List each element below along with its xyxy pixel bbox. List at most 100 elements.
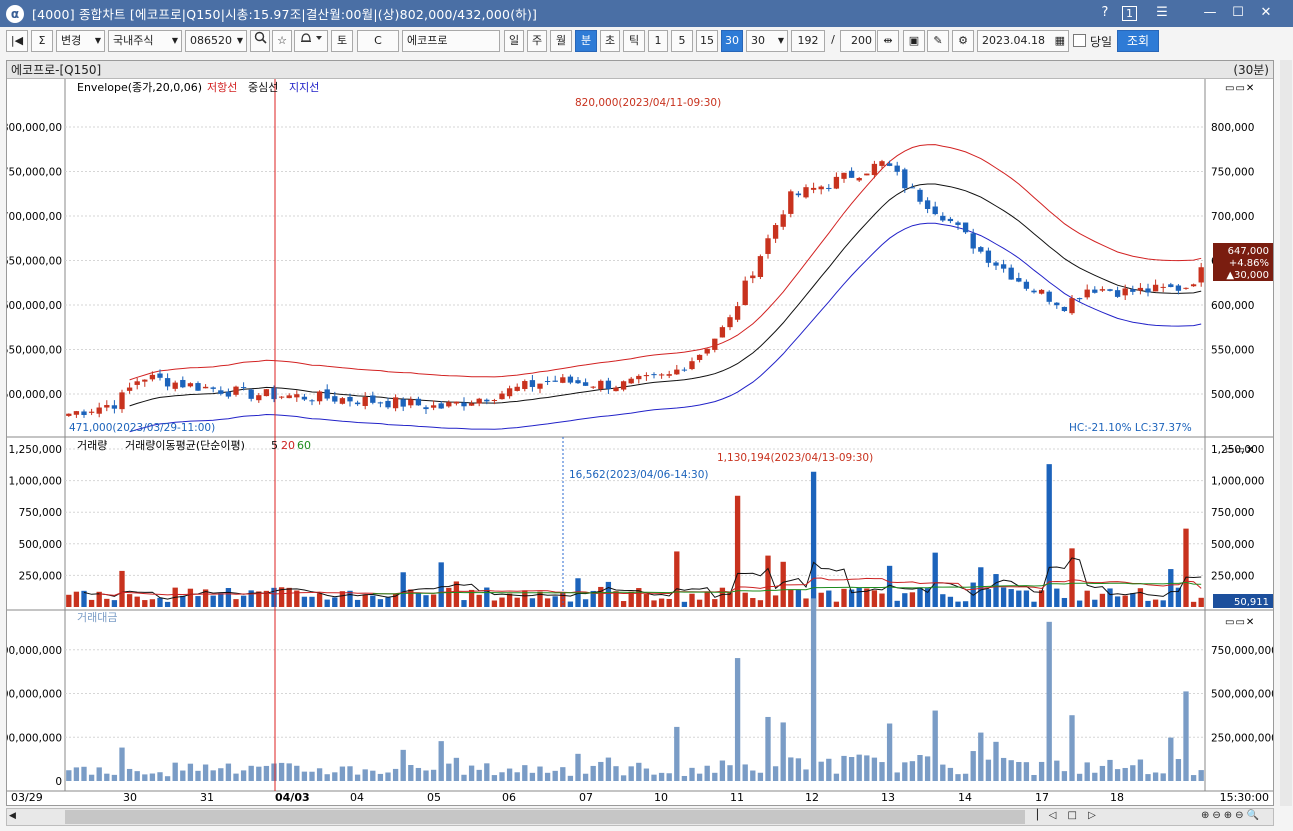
- amount-bar: [750, 770, 756, 781]
- help-button[interactable]: ?: [1101, 5, 1109, 20]
- volume-bar: [1114, 596, 1121, 607]
- candle: [126, 387, 133, 391]
- amount-bar: [886, 723, 893, 781]
- candle: [142, 379, 148, 382]
- zoom-icons[interactable]: ⊕⊖⊕⊖🔍: [1201, 810, 1262, 821]
- candle: [1000, 264, 1007, 269]
- amount-bar: [81, 766, 87, 781]
- volume-bar: [104, 598, 110, 607]
- interval-15[interactable]: 15: [696, 30, 718, 52]
- period-minute[interactable]: 분: [575, 30, 597, 52]
- volume-bar: [537, 591, 543, 607]
- amount-bar: [788, 757, 794, 781]
- scroll-zoom-controls[interactable]: ▏◁ □ ▷: [1037, 810, 1100, 821]
- candle: [613, 387, 619, 392]
- menu-icon[interactable]: ☰: [1156, 5, 1168, 20]
- candle: [263, 389, 270, 397]
- search-icon[interactable]: [250, 30, 270, 52]
- candle: [605, 380, 612, 389]
- amount-tick-right: 750,000,000: [1211, 645, 1273, 657]
- bell-icon[interactable]: [294, 30, 328, 52]
- candle: [962, 222, 969, 233]
- scroll-thumb[interactable]: [65, 810, 1025, 824]
- total-count-input[interactable]: 200: [840, 30, 876, 52]
- save-icon[interactable]: ▣: [903, 30, 925, 52]
- period-month[interactable]: 월: [550, 30, 572, 52]
- amount-bar: [104, 773, 110, 781]
- period-tick[interactable]: 틱: [623, 30, 645, 52]
- amount-bar: [1168, 737, 1174, 781]
- volume-bar: [864, 588, 870, 607]
- same-day-checkbox[interactable]: [1073, 34, 1086, 47]
- volume-bar: [879, 593, 885, 607]
- maximize-button[interactable]: ☐: [1232, 5, 1244, 20]
- zoom-bars-icon[interactable]: ⇹: [877, 30, 899, 52]
- candle: [712, 338, 718, 350]
- volume-bar: [1031, 601, 1037, 607]
- amount-bar: [415, 767, 422, 781]
- amount-bar: [833, 773, 840, 781]
- amount-bar: [757, 772, 764, 781]
- x-axis-label: 17: [1035, 791, 1049, 804]
- change-dropdown[interactable]: 변경: [56, 30, 105, 52]
- amount-bar: [1107, 759, 1113, 781]
- scroll-left-arrow[interactable]: ◀: [9, 811, 16, 821]
- chart-canvas[interactable]: 800,000 800,000,00 750,000 750,000,00 700,00…: [7, 79, 1273, 805]
- gear-icon[interactable]: ⚙: [952, 30, 974, 52]
- first-page-button[interactable]: |◀: [6, 30, 28, 52]
- pen-icon[interactable]: ✎: [927, 30, 949, 52]
- stock-name-field[interactable]: 에코프로: [402, 30, 500, 52]
- volume-bar: [765, 555, 771, 607]
- minimize-button[interactable]: —: [1203, 5, 1217, 20]
- interval-30[interactable]: 30: [721, 30, 743, 52]
- favorite-star-icon[interactable]: ☆: [272, 30, 292, 52]
- candle: [324, 389, 330, 399]
- calendar-icon[interactable]: ▦: [1054, 34, 1065, 47]
- query-button[interactable]: 조회: [1117, 30, 1159, 52]
- amount-bar: [1190, 775, 1197, 781]
- volume-bar: [681, 601, 688, 607]
- to-button[interactable]: 토: [331, 30, 353, 52]
- interval-5[interactable]: 5: [671, 30, 693, 52]
- volume-bar: [256, 591, 262, 607]
- candle: [567, 376, 574, 383]
- amount-bar: [947, 767, 954, 781]
- volume-bar: [195, 596, 201, 607]
- amount-bar: [712, 772, 718, 781]
- volume-bar: [544, 598, 551, 607]
- candle: [947, 218, 954, 222]
- candle: [1054, 302, 1060, 306]
- candle: [385, 400, 391, 408]
- candle: [871, 163, 878, 176]
- period-second[interactable]: 초: [600, 30, 620, 52]
- period-week[interactable]: 주: [527, 30, 547, 52]
- volume-bar: [613, 591, 619, 607]
- period-day[interactable]: 일: [504, 30, 524, 52]
- c-button[interactable]: C: [357, 30, 399, 52]
- amount-bar: [301, 771, 308, 781]
- amount-bar: [1046, 621, 1052, 781]
- volume-bar: [810, 471, 817, 607]
- volume-bar: [362, 594, 368, 607]
- price-tick-left: 550,000,00: [7, 345, 62, 357]
- date-input[interactable]: 2023.04.18 ▦: [977, 30, 1069, 52]
- screen-number-button[interactable]: 1: [1122, 6, 1137, 21]
- candle: [810, 187, 817, 190]
- interval-select[interactable]: 30: [746, 30, 788, 52]
- vertical-scrollbar[interactable]: [1280, 60, 1292, 806]
- candle: [187, 383, 194, 387]
- horizontal-scrollbar[interactable]: ◀ ▏◁ □ ▷ ⊕⊖⊕⊖🔍: [6, 808, 1274, 826]
- close-button[interactable]: ✕: [1260, 5, 1272, 20]
- display-count-input[interactable]: 192: [791, 30, 825, 52]
- stock-code-input[interactable]: 086520: [185, 30, 247, 52]
- market-select[interactable]: 국내주식: [108, 30, 182, 52]
- volume-bar: [96, 591, 102, 607]
- sigma-button[interactable]: Σ: [31, 30, 53, 52]
- interval-1[interactable]: 1: [648, 30, 668, 52]
- volume-bar: [1076, 600, 1083, 607]
- volume-bar: [73, 591, 80, 607]
- volume-bar: [263, 590, 270, 607]
- volume-bar: [468, 589, 475, 607]
- candle: [1130, 289, 1136, 292]
- amount-bar: [1016, 761, 1022, 781]
